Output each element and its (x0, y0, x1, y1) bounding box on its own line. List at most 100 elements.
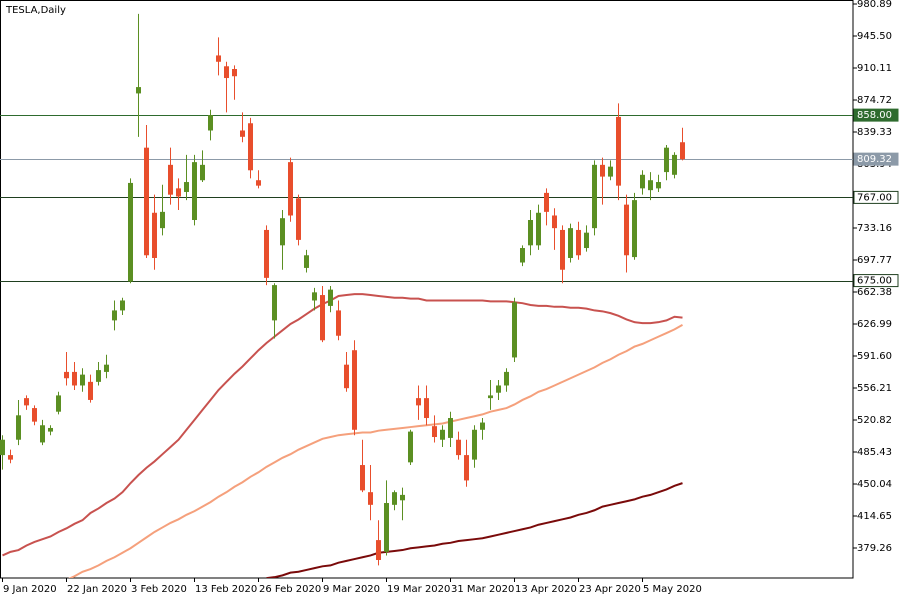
level-label: 858.00 (857, 110, 892, 121)
candle-body (664, 147, 669, 173)
candle-body (392, 492, 397, 505)
candle-body (272, 285, 277, 321)
candle-body (176, 188, 181, 197)
candle-body (520, 248, 525, 263)
candle-body (632, 200, 637, 258)
x-tick-label: 26 Feb 2020 (259, 584, 321, 595)
candle-body (8, 455, 13, 460)
candle-body (0, 439, 5, 456)
candle-body (168, 164, 173, 195)
level-label-box (853, 190, 899, 204)
candle-body (24, 398, 29, 406)
y-tick-label: 980.89 (857, 0, 892, 10)
candle-body (440, 429, 445, 440)
candle-body (496, 385, 501, 393)
y-tick-label: 626.99 (857, 319, 892, 330)
x-tick-label: 23 Apr 2020 (579, 584, 641, 595)
candle-body (192, 162, 197, 221)
candle-body (120, 300, 125, 311)
candle-body (312, 292, 317, 301)
candle-body (488, 395, 493, 399)
x-tick-label: 31 Mar 2020 (451, 584, 514, 595)
level-label-box (853, 108, 899, 122)
y-tick-label: 379.26 (857, 543, 892, 554)
y-tick-label: 520.82 (857, 415, 892, 426)
candle-body (432, 426, 437, 438)
candle-body (216, 55, 221, 62)
candle-body (152, 212, 157, 258)
moving-average-line (68, 324, 683, 578)
level-label-box (853, 274, 899, 288)
candle-body (672, 154, 677, 175)
candle-body (592, 164, 597, 229)
moving-average-line (266, 482, 683, 578)
candle-body (208, 115, 213, 131)
y-tick-label: 910.11 (857, 63, 892, 74)
y-tick-label: 945.50 (857, 31, 892, 42)
candle-body (472, 429, 477, 460)
candle-body (56, 395, 61, 412)
candle-body (408, 431, 413, 463)
level-label-box (853, 152, 899, 166)
x-tick-label: 3 Feb 2020 (131, 584, 187, 595)
candle-body (376, 540, 381, 560)
candle-body (544, 192, 549, 212)
candle-body (344, 364, 349, 389)
level-label: 767.00 (857, 192, 892, 203)
candle-body (72, 371, 77, 386)
candle-body (320, 295, 325, 341)
candle-body (136, 87, 141, 94)
candle-body (224, 66, 229, 79)
candle-body (296, 198, 301, 240)
x-tick-label: 9 Mar 2020 (323, 584, 380, 595)
candle-body (32, 408, 37, 422)
candle-body (512, 302, 517, 358)
candle-body (96, 370, 101, 382)
x-tick-label: 13 Apr 2020 (515, 584, 577, 595)
candle-body (288, 162, 293, 216)
y-tick-label: 662.38 (857, 287, 892, 298)
candle-body (80, 374, 85, 386)
candle-body (280, 218, 285, 246)
candle-body (144, 147, 149, 256)
plot-frame (0, 0, 854, 579)
y-tick-label: 485.43 (857, 447, 892, 458)
y-tick-label: 591.60 (857, 351, 892, 362)
candle-body (448, 418, 453, 438)
candle-body (40, 425, 45, 443)
candle-body (552, 215, 557, 229)
candle-body (304, 255, 309, 268)
candle-body (480, 422, 485, 430)
y-tick-label: 414.65 (857, 511, 892, 522)
candle-body (504, 371, 509, 386)
candle-body (368, 492, 373, 505)
x-tick-label: 22 Jan 2020 (67, 584, 127, 595)
candle-body (240, 130, 245, 137)
chart-title: TESLA,Daily (5, 5, 66, 16)
y-tick-label: 697.77 (857, 255, 892, 266)
candle-body (48, 427, 53, 432)
candle-body (528, 220, 533, 246)
x-tick-label: 5 May 2020 (643, 584, 702, 595)
level-label: 809.32 (857, 154, 892, 165)
candle-body (568, 228, 573, 258)
candle-body (232, 69, 237, 77)
candle-body (680, 142, 685, 160)
candle-body (352, 350, 357, 430)
candle-body (384, 503, 389, 552)
candle-body (248, 123, 253, 171)
candle-body (576, 229, 581, 256)
candle-body (640, 174, 645, 189)
candle-body (600, 164, 605, 177)
candle-body (464, 455, 469, 481)
candle-body (456, 439, 461, 456)
y-tick-label: 733.16 (857, 223, 892, 234)
y-tick-label: 450.04 (857, 479, 892, 490)
candle-body (200, 164, 205, 181)
candle-body (536, 212, 541, 246)
candle-body (264, 229, 269, 278)
y-tick-label: 556.21 (857, 383, 892, 394)
candle-body (184, 182, 189, 192)
